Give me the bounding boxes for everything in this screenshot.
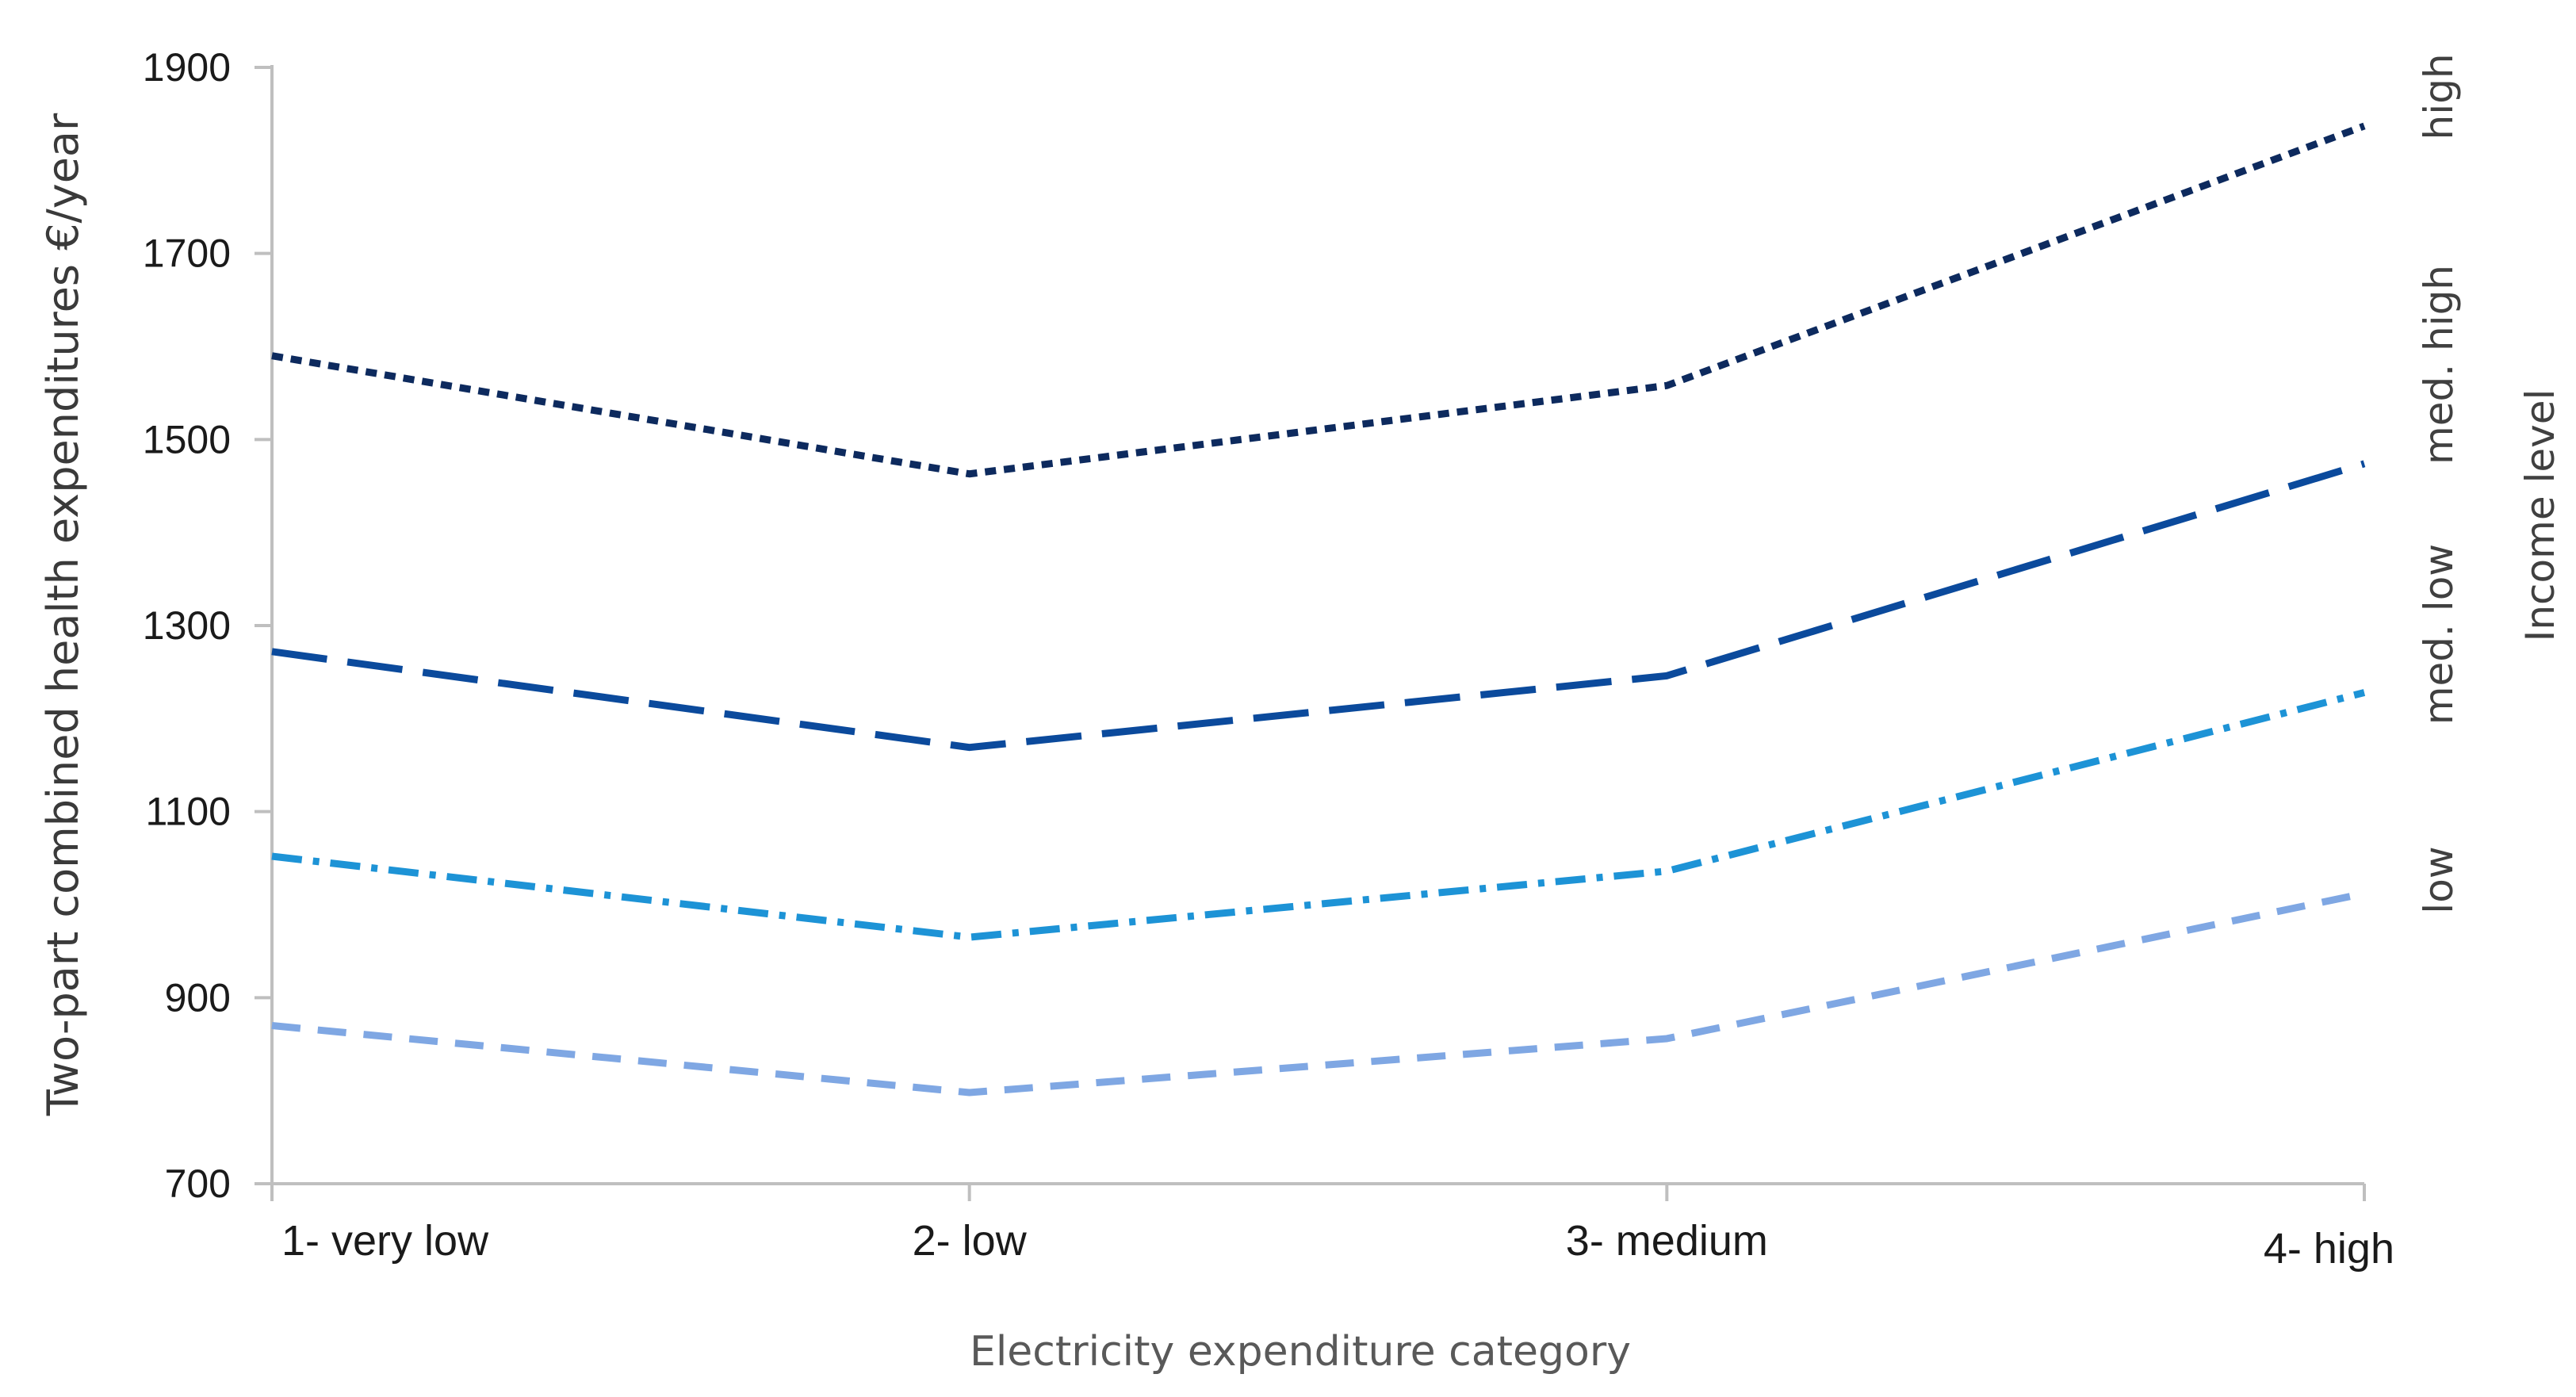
x-tick-label: 4- high [2264,1225,2394,1273]
legend-item-med-low: med. low [2416,544,2462,725]
legend: high med. high med. low low [2416,53,2462,913]
x-axis-title: Electricity expenditure category [970,1328,1631,1376]
legend-item-low: low [2416,846,2462,913]
y-tick-label: 1300 [143,603,231,648]
legend-title: Income level [2517,389,2563,642]
y-axis-title: Two-part combined health expenditures €/… [38,113,88,1116]
series-line-high [271,122,2366,478]
series-line-med-high [271,460,2366,752]
y-tick-label: 1500 [143,417,231,461]
axis-lines [270,65,2364,1185]
series-line-low [271,890,2365,1097]
y-tick-label: 900 [165,975,231,1020]
y-tick-label: 1100 [145,790,231,834]
y-tick-label: 1900 [143,45,231,90]
y-tick-label: 1700 [143,232,231,276]
x-tick-label: 3- medium [1566,1217,1768,1265]
y-axis-ticks: 700 900 1100 1300 1500 1700 1900 [143,45,272,1206]
x-tick-label: 1- very low [281,1217,489,1265]
y-tick-label: 700 [165,1162,231,1206]
legend-item-high: high [2416,53,2462,140]
series-lines [271,122,2366,1097]
x-tick-label: 2- low [913,1217,1028,1265]
series-line-med-low [271,689,2366,941]
legend-item-med-high: med. high [2416,265,2462,465]
x-axis-ticks: 1- very low 2- low 3- medium 4- high [270,1184,2394,1273]
